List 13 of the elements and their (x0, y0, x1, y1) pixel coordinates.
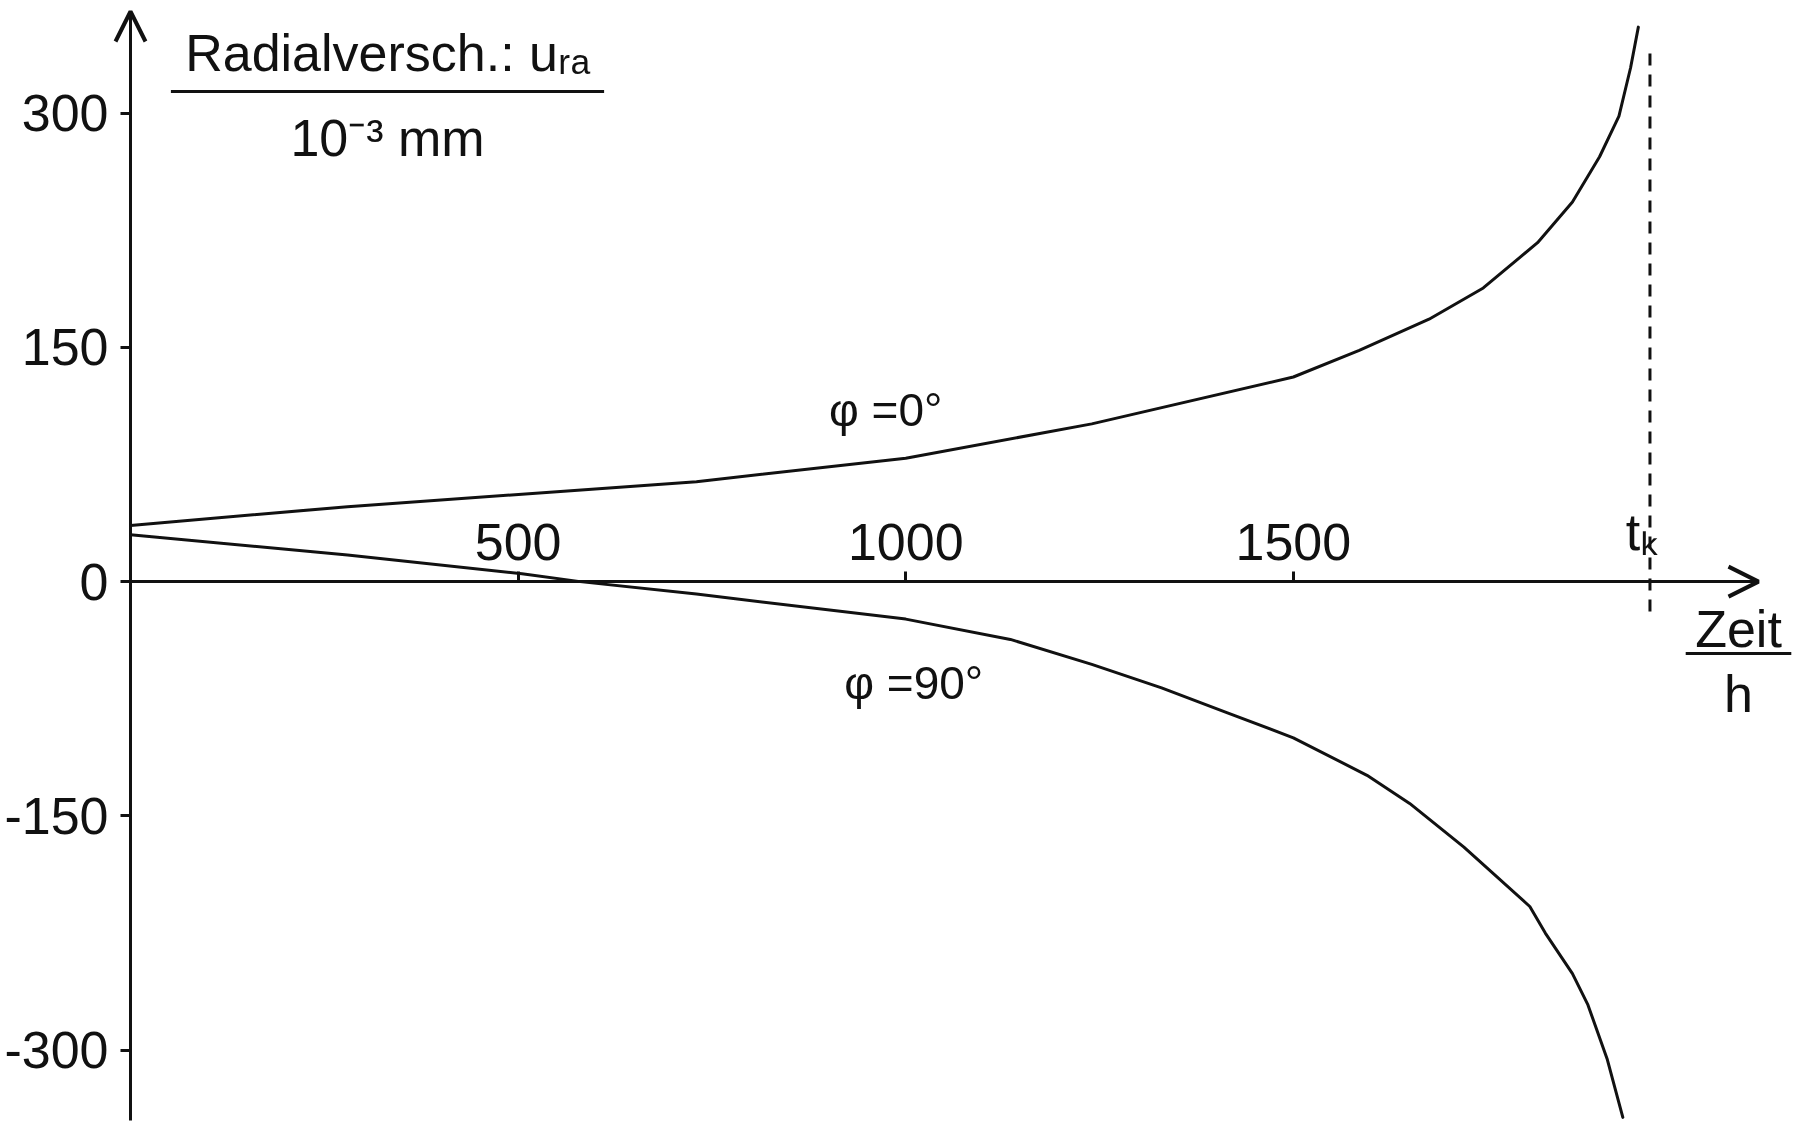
x-tick-label: 1000 (847, 512, 964, 571)
y-tick-label: 300 (21, 84, 109, 143)
ref-line-label: tₖ (1625, 502, 1659, 561)
y-tick-label: -150 (4, 786, 109, 845)
y-tick-label: -300 (4, 1021, 109, 1080)
y-axis-title: Radialversch.: uᵣₐ 10⁻³ mm (185, 23, 591, 167)
series-label: φ =0° (829, 384, 943, 437)
y-tick-label: 150 (21, 318, 109, 377)
x-tick-label: 500 (474, 512, 562, 571)
x-tick-label: 1500 (1235, 512, 1352, 571)
x-axis-title: Zeit h (1695, 599, 1783, 723)
y-tick-label: 0 (79, 552, 109, 611)
series-label: φ =90° (844, 657, 984, 710)
